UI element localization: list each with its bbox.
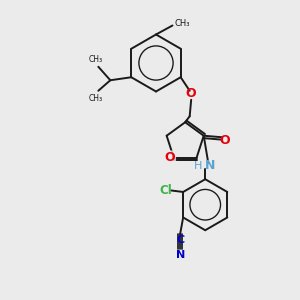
Text: C: C bbox=[176, 236, 184, 245]
Text: H: H bbox=[194, 161, 202, 171]
Text: O: O bbox=[219, 134, 230, 147]
Text: N: N bbox=[205, 159, 216, 172]
Text: CH₃: CH₃ bbox=[88, 55, 102, 64]
Text: CH₃: CH₃ bbox=[88, 94, 102, 103]
Text: O: O bbox=[165, 151, 176, 164]
Text: Cl: Cl bbox=[160, 184, 172, 197]
Text: N: N bbox=[176, 250, 185, 260]
Text: O: O bbox=[186, 87, 196, 100]
Text: CH₃: CH₃ bbox=[175, 20, 190, 28]
